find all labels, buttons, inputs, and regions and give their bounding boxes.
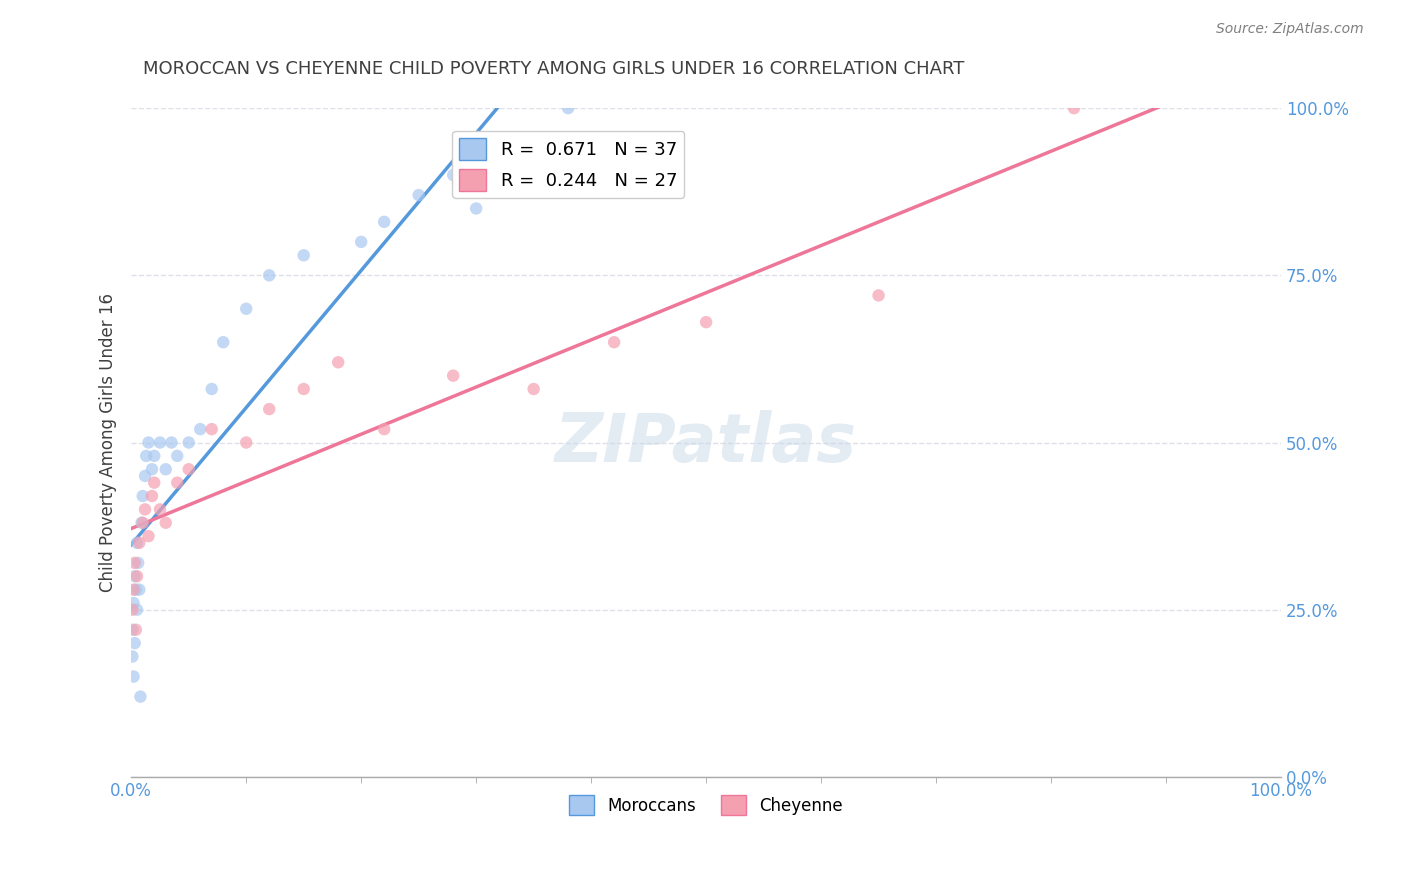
Point: [155, 516, 177, 530]
Point: [143, 475, 166, 490]
Point: [132, 516, 155, 530]
Point: [121, 649, 143, 664]
Point: [603, 335, 626, 350]
Y-axis label: Child Poverty Among Girls Under 16: Child Poverty Among Girls Under 16: [100, 293, 117, 592]
Point: [128, 536, 150, 550]
Point: [125, 582, 148, 597]
Point: [257, 402, 280, 417]
Point: [160, 435, 183, 450]
Text: ZIPatlas: ZIPatlas: [555, 409, 858, 475]
Point: [177, 435, 200, 450]
Point: [868, 288, 890, 302]
Point: [201, 382, 224, 396]
Point: [166, 449, 188, 463]
Point: [129, 690, 152, 704]
Point: [125, 603, 148, 617]
Point: [488, 135, 510, 149]
Point: [177, 462, 200, 476]
Point: [122, 669, 145, 683]
Point: [373, 215, 395, 229]
Point: [127, 556, 149, 570]
Point: [121, 603, 143, 617]
Point: [441, 168, 464, 182]
Point: [149, 502, 172, 516]
Point: [149, 435, 172, 450]
Point: [141, 462, 163, 476]
Point: [122, 582, 145, 597]
Point: [134, 469, 156, 483]
Point: [143, 449, 166, 463]
Point: [235, 435, 257, 450]
Point: [373, 422, 395, 436]
Point: [465, 202, 488, 216]
Point: [350, 235, 373, 249]
Point: [292, 382, 315, 396]
Point: [292, 248, 315, 262]
Point: [257, 268, 280, 283]
Point: [128, 582, 150, 597]
Point: [212, 335, 235, 350]
Point: [124, 636, 146, 650]
Point: [1063, 101, 1085, 115]
Text: Source: ZipAtlas.com: Source: ZipAtlas.com: [1216, 22, 1364, 37]
Point: [188, 422, 211, 436]
Point: [155, 462, 177, 476]
Point: [557, 101, 579, 115]
Point: [138, 435, 160, 450]
Point: [235, 301, 257, 316]
Text: MOROCCAN VS CHEYENNE CHILD POVERTY AMONG GIRLS UNDER 16 CORRELATION CHART: MOROCCAN VS CHEYENNE CHILD POVERTY AMONG…: [143, 60, 965, 78]
Point: [166, 475, 188, 490]
Point: [695, 315, 717, 329]
Point: [125, 536, 148, 550]
Point: [121, 623, 143, 637]
Point: [134, 502, 156, 516]
Point: [141, 489, 163, 503]
Point: [124, 556, 146, 570]
Point: [122, 596, 145, 610]
Point: [124, 569, 146, 583]
Point: [131, 516, 153, 530]
Point: [125, 623, 148, 637]
Legend: Moroccans, Cheyenne: Moroccans, Cheyenne: [562, 789, 849, 822]
Point: [441, 368, 464, 383]
Point: [125, 569, 148, 583]
Point: [408, 188, 430, 202]
Point: [135, 449, 157, 463]
Point: [132, 489, 155, 503]
Point: [328, 355, 350, 369]
Point: [523, 382, 546, 396]
Point: [138, 529, 160, 543]
Point: [201, 422, 224, 436]
